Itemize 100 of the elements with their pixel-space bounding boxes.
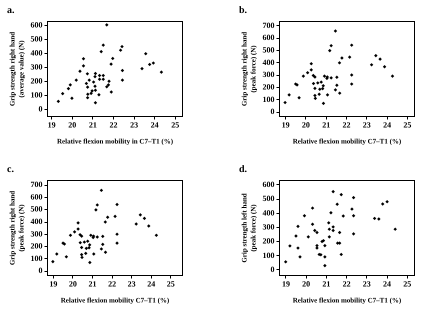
point: [94, 72, 98, 76]
y-tick-label: 100: [262, 250, 274, 260]
point: [338, 91, 342, 95]
point: [372, 216, 376, 220]
point: [92, 80, 96, 84]
point: [110, 90, 114, 94]
point: [318, 87, 322, 91]
y-tick-label: 200: [262, 236, 274, 246]
point: [283, 100, 287, 104]
point: [331, 228, 335, 232]
x-tick-label: 23: [130, 120, 138, 130]
point: [87, 246, 91, 250]
point: [340, 252, 343, 256]
y-tick-label: 100: [262, 94, 274, 104]
point: [329, 211, 333, 214]
y-tick-label: 0: [38, 266, 42, 276]
point: [152, 61, 156, 65]
point: [380, 202, 384, 206]
point: [105, 23, 109, 27]
point: [378, 57, 382, 61]
point: [104, 220, 108, 224]
point: [350, 43, 354, 47]
x-tick-label: 20: [68, 280, 77, 288]
point: [74, 78, 78, 82]
point: [310, 68, 314, 72]
point: [329, 76, 333, 80]
point: [313, 86, 317, 90]
point: [326, 93, 330, 97]
point: [84, 252, 88, 256]
y-tick-label: 400: [262, 58, 274, 67]
point: [68, 234, 72, 238]
y-tick-label: 500: [262, 194, 274, 204]
point: [310, 222, 314, 226]
point: [147, 224, 150, 228]
point: [88, 260, 92, 264]
point: [96, 203, 100, 207]
point: [102, 43, 105, 47]
point: [113, 214, 117, 218]
point: [86, 85, 90, 89]
point: [352, 214, 356, 218]
y-tick-label: 0: [270, 107, 274, 116]
point: [94, 208, 98, 212]
point: [94, 100, 98, 104]
x-tick-label: 20: [68, 120, 76, 130]
chart-title: c.: [7, 164, 14, 175]
point: [86, 239, 90, 243]
point: [111, 56, 114, 60]
point: [313, 94, 317, 98]
point: [348, 55, 352, 59]
point: [340, 192, 343, 196]
point: [101, 234, 104, 238]
point: [314, 96, 318, 100]
point: [317, 92, 321, 96]
point: [312, 82, 316, 86]
y-tick-label: 400: [30, 48, 42, 58]
point: [76, 227, 80, 231]
x-tick-label: 19: [282, 280, 290, 288]
point: [51, 260, 55, 264]
point: [88, 78, 91, 82]
x-tick-label: 19: [49, 280, 58, 288]
point: [56, 100, 60, 104]
point: [80, 246, 84, 250]
point: [335, 76, 339, 79]
point: [120, 78, 124, 82]
point: [297, 96, 301, 100]
y-tick-label: 200: [262, 82, 274, 92]
point: [102, 78, 105, 81]
y-tick-label: 600: [30, 20, 42, 30]
point: [296, 246, 300, 250]
point: [60, 92, 64, 96]
point: [322, 102, 326, 106]
y-tick-label: 0: [270, 264, 274, 274]
point: [331, 190, 335, 194]
point: [144, 52, 148, 56]
point: [86, 72, 90, 76]
point: [350, 207, 354, 211]
point: [72, 230, 76, 234]
point: [385, 200, 389, 204]
point: [326, 221, 330, 225]
point: [82, 240, 86, 244]
x-tick-label: 19: [282, 120, 290, 130]
point: [140, 66, 144, 70]
x-tick-label: 24: [147, 280, 156, 288]
point: [142, 216, 146, 220]
y-tick-label: 300: [30, 62, 42, 72]
point: [338, 61, 342, 65]
point: [374, 54, 378, 58]
point: [335, 84, 339, 88]
point: [310, 62, 314, 66]
point: [84, 82, 88, 86]
point: [284, 260, 288, 264]
point: [115, 202, 119, 206]
point: [118, 48, 122, 52]
point: [100, 247, 104, 251]
y-tick-label: 500: [30, 204, 42, 214]
point: [298, 255, 302, 259]
y-tick-label: 700: [262, 20, 274, 30]
point: [329, 44, 333, 48]
point: [64, 255, 68, 259]
point: [319, 80, 323, 84]
